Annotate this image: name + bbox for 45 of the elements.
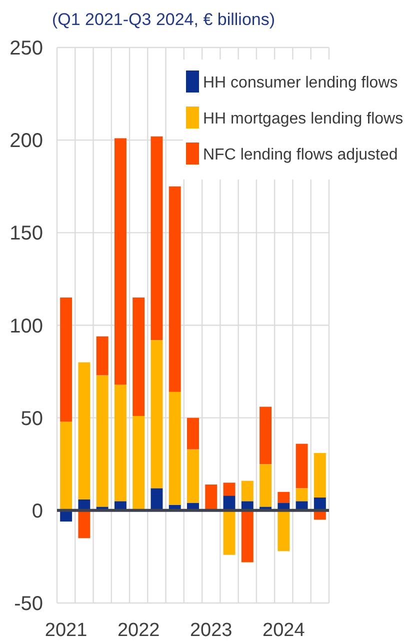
bar xyxy=(296,444,308,488)
x-tick-label: 2022 xyxy=(117,620,160,641)
y-tick-label: -50 xyxy=(14,593,43,615)
bar xyxy=(296,488,308,502)
x-tick-label: 2021 xyxy=(44,620,88,641)
legend-label: NFC lending flows adjusted xyxy=(203,146,398,164)
bar xyxy=(114,384,126,502)
y-tick-label: 250 xyxy=(10,38,43,60)
bar xyxy=(60,297,72,422)
bar xyxy=(278,510,290,552)
bar xyxy=(187,418,199,450)
bar xyxy=(314,453,326,498)
bar xyxy=(168,392,181,505)
bar xyxy=(96,336,108,376)
bar xyxy=(150,488,163,510)
bar xyxy=(114,138,126,385)
bar xyxy=(132,416,145,510)
bar xyxy=(96,375,108,507)
legend-label: HH consumer lending flows xyxy=(203,74,398,92)
bar xyxy=(168,186,181,392)
bar xyxy=(150,340,163,488)
bar xyxy=(223,510,236,555)
bar xyxy=(60,422,72,510)
bar xyxy=(132,297,145,416)
bar xyxy=(260,406,272,464)
bar xyxy=(241,480,254,502)
x-tick-label: 2023 xyxy=(190,620,232,641)
bar xyxy=(150,136,163,340)
bar xyxy=(187,449,199,504)
bar xyxy=(241,510,254,562)
x-tick-label: 2024 xyxy=(262,620,306,641)
bar xyxy=(260,464,272,507)
y-tick-label: 0 xyxy=(32,500,43,522)
bar xyxy=(223,482,236,496)
bar xyxy=(78,362,90,500)
chart-title: (Q1 2021-Q3 2024, € billions) xyxy=(52,10,276,29)
bar xyxy=(223,496,236,510)
bar xyxy=(78,510,90,538)
y-tick-label: 150 xyxy=(10,222,43,245)
bar xyxy=(278,492,290,504)
y-tick-label: 200 xyxy=(10,130,43,152)
y-tick-label: 100 xyxy=(10,315,43,338)
legend-label: HH mortgages lending flows xyxy=(203,110,404,128)
bar xyxy=(205,484,218,510)
y-tick-label: 50 xyxy=(20,408,43,430)
